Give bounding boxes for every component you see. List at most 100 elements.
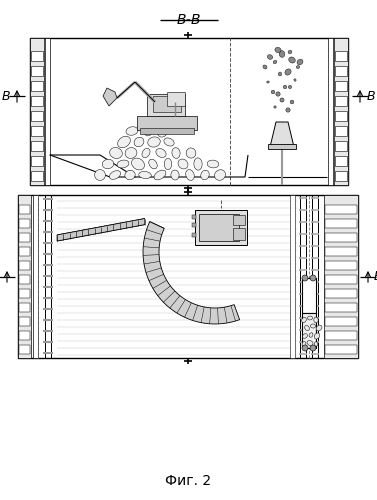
Bar	[302, 278, 316, 313]
Circle shape	[290, 100, 294, 104]
Circle shape	[286, 108, 290, 112]
Ellipse shape	[314, 333, 320, 339]
Ellipse shape	[296, 66, 300, 68]
Ellipse shape	[285, 69, 291, 75]
Bar	[19, 317, 30, 326]
Ellipse shape	[294, 79, 296, 81]
Bar	[233, 228, 245, 240]
Bar	[137, 116, 197, 130]
Bar	[19, 205, 30, 214]
Bar	[19, 219, 30, 228]
Circle shape	[271, 90, 275, 94]
Circle shape	[310, 275, 316, 281]
Bar	[325, 317, 357, 326]
Ellipse shape	[297, 59, 303, 65]
Ellipse shape	[110, 148, 122, 158]
Ellipse shape	[267, 54, 273, 60]
Ellipse shape	[132, 158, 144, 170]
Ellipse shape	[95, 170, 106, 180]
Circle shape	[276, 92, 280, 96]
Bar	[192, 223, 196, 227]
Bar	[325, 331, 357, 340]
Bar	[19, 275, 30, 284]
Bar	[153, 96, 181, 112]
Text: $\mathit{B}$: $\mathit{B}$	[373, 270, 377, 283]
Ellipse shape	[279, 50, 285, 58]
Ellipse shape	[289, 57, 295, 63]
Bar	[19, 233, 30, 242]
Ellipse shape	[263, 65, 267, 69]
Ellipse shape	[314, 317, 318, 323]
Ellipse shape	[126, 126, 138, 136]
Ellipse shape	[156, 148, 166, 158]
Bar	[192, 215, 196, 219]
Bar	[30, 38, 44, 185]
Ellipse shape	[194, 158, 202, 170]
Bar	[31, 96, 43, 106]
Text: Фиг. 2: Фиг. 2	[165, 474, 211, 488]
Ellipse shape	[164, 158, 172, 170]
Ellipse shape	[275, 48, 281, 52]
Bar	[31, 171, 43, 181]
Bar	[31, 111, 43, 121]
Ellipse shape	[125, 170, 135, 179]
Bar	[325, 205, 357, 214]
Bar	[325, 303, 357, 312]
Bar	[167, 92, 185, 106]
Ellipse shape	[125, 148, 137, 158]
Bar	[335, 126, 347, 136]
Bar	[19, 303, 30, 312]
Ellipse shape	[117, 160, 129, 168]
Text: $\mathit{B}$: $\mathit{B}$	[0, 270, 1, 283]
Bar	[325, 289, 357, 298]
Bar	[325, 345, 357, 354]
Circle shape	[302, 345, 308, 351]
Circle shape	[283, 86, 287, 88]
Ellipse shape	[109, 170, 121, 179]
Text: $\mathit{B}$: $\mathit{B}$	[366, 90, 376, 102]
Ellipse shape	[309, 333, 313, 337]
Circle shape	[274, 106, 276, 108]
Bar	[195, 210, 247, 245]
Bar	[324, 195, 358, 358]
Bar	[19, 289, 30, 298]
Bar	[325, 247, 357, 256]
Ellipse shape	[157, 125, 167, 137]
Ellipse shape	[310, 324, 316, 328]
Bar	[335, 141, 347, 151]
Bar	[328, 38, 333, 185]
Ellipse shape	[102, 160, 114, 168]
Ellipse shape	[134, 138, 144, 146]
Ellipse shape	[149, 159, 157, 169]
Bar	[19, 247, 30, 256]
Bar	[335, 66, 347, 76]
Circle shape	[310, 345, 316, 351]
Bar	[192, 233, 196, 237]
Ellipse shape	[164, 138, 174, 146]
Ellipse shape	[142, 148, 150, 158]
Ellipse shape	[207, 160, 219, 168]
Bar	[335, 156, 347, 166]
Ellipse shape	[178, 159, 188, 169]
Ellipse shape	[307, 340, 313, 345]
Ellipse shape	[267, 81, 269, 83]
Bar	[334, 38, 348, 185]
Polygon shape	[270, 122, 294, 147]
Bar	[302, 313, 316, 348]
Bar	[233, 215, 245, 225]
Ellipse shape	[154, 170, 166, 180]
Ellipse shape	[201, 170, 209, 179]
Ellipse shape	[186, 170, 194, 180]
Bar	[335, 51, 347, 61]
Ellipse shape	[143, 126, 152, 136]
Bar	[19, 345, 30, 354]
Ellipse shape	[171, 170, 179, 180]
Ellipse shape	[215, 170, 225, 180]
Ellipse shape	[118, 136, 130, 148]
Bar	[325, 219, 357, 228]
Bar	[31, 81, 43, 91]
Bar	[31, 156, 43, 166]
Bar	[335, 81, 347, 91]
Polygon shape	[103, 88, 117, 106]
Text: $\mathit{B}$-$\mathit{B}$: $\mathit{B}$-$\mathit{B}$	[176, 13, 201, 27]
